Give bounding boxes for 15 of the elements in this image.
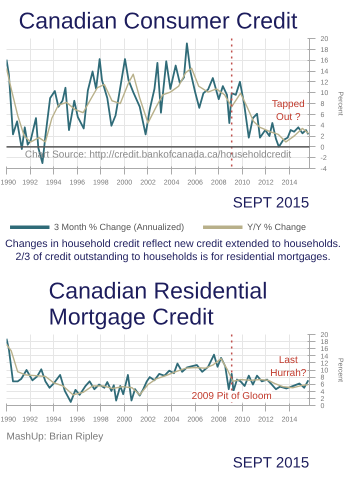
ref-line-label: 2009 Pit of Gloom <box>192 390 272 402</box>
text: SEPT 2015 <box>232 454 310 472</box>
annotation: Tapped Out ? <box>272 98 305 123</box>
text: MashUp: Brian Ripley <box>6 432 104 442</box>
text: SEPT 2015 <box>232 194 310 212</box>
line-series <box>6 68 310 143</box>
annotation: Last Hurrah? <box>270 355 307 380</box>
legend-label: 3 Month % Change (Annualized) <box>54 222 184 232</box>
line-series <box>6 338 310 403</box>
chart-title: Canadian Residential Mortgage Credit <box>48 278 268 330</box>
text: 2/3 of credit outstanding to households is for residential mortgages. <box>15 251 331 264</box>
legend-label: Y/Y % Change <box>247 222 306 232</box>
line-series <box>6 42 310 164</box>
chart-title: Canadian Consumer Credit <box>18 8 298 34</box>
text: Changes in household credit reflect new credit extended to households. <box>5 238 341 250</box>
